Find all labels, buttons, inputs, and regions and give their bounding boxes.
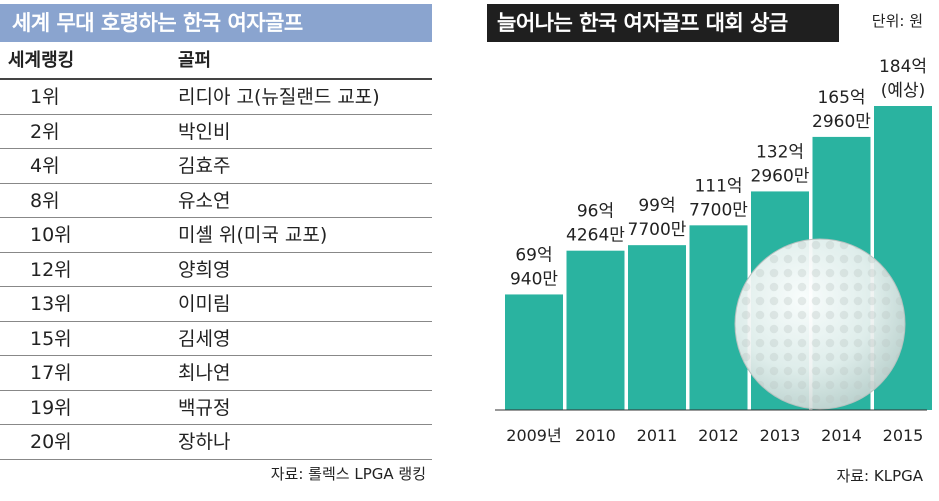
data-label: 96억: [577, 202, 614, 222]
prize-chart-title: 늘어나는 한국 여자골프 대회 상금: [497, 11, 788, 35]
golfer-cell: 김세영: [178, 327, 231, 350]
rank-cell: 4위: [30, 155, 60, 177]
rank-cell: 17위: [30, 362, 72, 384]
golfer-cell: 장하나: [178, 431, 231, 453]
x-tick-label: 2009년: [506, 426, 561, 445]
bar-2: [628, 245, 686, 410]
rank-cell: 19위: [30, 396, 72, 419]
data-label: 111억: [694, 176, 742, 196]
bar-0: [505, 294, 563, 410]
rank-cell: 8위: [30, 189, 60, 212]
prize-source: 자료: KLPGA: [836, 467, 923, 485]
x-tick-label: 2012: [698, 426, 739, 445]
x-tick-label: 2010: [575, 426, 616, 445]
data-label: 940만: [510, 269, 558, 289]
ranking-panel: 세계 무대 호령하는 한국 여자골프 세계랭킹 골퍼 1위 리디아 고(뉴질랜드 …: [0, 0, 432, 501]
x-tick-label: 2015: [883, 426, 924, 445]
ranking-row: 10위 미셸 위(미국 교포): [0, 218, 432, 253]
ranking-row: 12위 양희영: [0, 253, 432, 287]
data-label: 4264만: [566, 226, 625, 246]
unit-label: 단위: 원: [871, 12, 923, 30]
x-tick-label: 2014: [821, 426, 862, 445]
rank-cell: 12위: [30, 258, 72, 281]
ranking-row: 8위 유소연: [0, 184, 432, 218]
golfer-column-header: 골퍼: [178, 50, 212, 71]
x-tick-label: 2011: [637, 426, 678, 445]
rank-cell: 1위: [30, 86, 60, 108]
ranking-table-body: 1위 리디아 고(뉴질랜드 교포) 2위 박인비 4위 김효주 8위 유소연 10위 미셸 위(미…: [0, 80, 432, 460]
header-divider: [0, 78, 432, 80]
ranking-row: 13위 이미림: [0, 287, 432, 322]
ranking-title: 세계 무대 호령하는 한국 여자골프: [0, 4, 432, 42]
rank-cell: 10위: [30, 224, 72, 246]
ranking-row: 4위 김효주: [0, 149, 432, 184]
golfer-cell: 최나연: [178, 362, 231, 384]
golfer-cell: 미셸 위(미국 교포): [178, 224, 328, 246]
golfer-cell: 유소연: [178, 189, 231, 212]
golfer-cell: 백규정: [178, 396, 231, 419]
data-label: 132억: [756, 142, 804, 162]
golfer-cell: 김효주: [178, 155, 231, 177]
bar-1: [566, 250, 625, 410]
ranking-row: 20위 장하나: [0, 425, 432, 460]
data-label: 7700만: [689, 200, 748, 220]
golfer-cell: 이미림: [178, 293, 231, 315]
data-label: 7700만: [628, 220, 687, 240]
prize-chart-panel: 69억 940만 2009년 96억 4264만 2010 99억 7700만 2011 111억…: [487, 0, 939, 501]
rank-cell: 13위: [30, 293, 72, 315]
ranking-row: 1위 리디아 고(뉴질랜드 교포): [0, 80, 432, 115]
golfer-cell: 박인비: [178, 120, 231, 143]
rank-cell: 20위: [30, 431, 72, 453]
ranking-row: 17위 최나연: [0, 356, 432, 391]
data-label: 184억: [879, 57, 927, 77]
prize-bar-chart: 69억 940만 2009년 96억 4264만 2010 99억 7700만 2011 111억…: [495, 57, 932, 445]
data-label: 2960만: [751, 166, 810, 186]
rank-cell: 15위: [30, 327, 72, 350]
ranking-row: 2위 박인비: [0, 115, 432, 149]
prize-title-box: 늘어나는 한국 여자골프 대회 상금: [487, 4, 839, 42]
ranking-row: 19위 백규정: [0, 391, 432, 425]
data-label: 69억: [515, 245, 552, 265]
x-tick-label: 2013: [760, 426, 801, 445]
ranking-source: 자료: 롤렉스 LPGA 랭킹: [270, 465, 426, 483]
golf-ball-illustration: [734, 238, 906, 410]
data-label: 165억: [817, 88, 865, 108]
ranking-row: 15위 김세영: [0, 322, 432, 356]
golfer-cell: 양희영: [178, 258, 231, 281]
data-label: (예상): [881, 81, 926, 101]
rank-column-header: 세계랭킹: [8, 50, 75, 71]
rank-cell: 2위: [30, 120, 60, 143]
golfer-cell: 리디아 고(뉴질랜드 교포): [178, 86, 380, 108]
data-label: 2960만: [812, 112, 871, 132]
data-label: 99억: [638, 196, 675, 216]
